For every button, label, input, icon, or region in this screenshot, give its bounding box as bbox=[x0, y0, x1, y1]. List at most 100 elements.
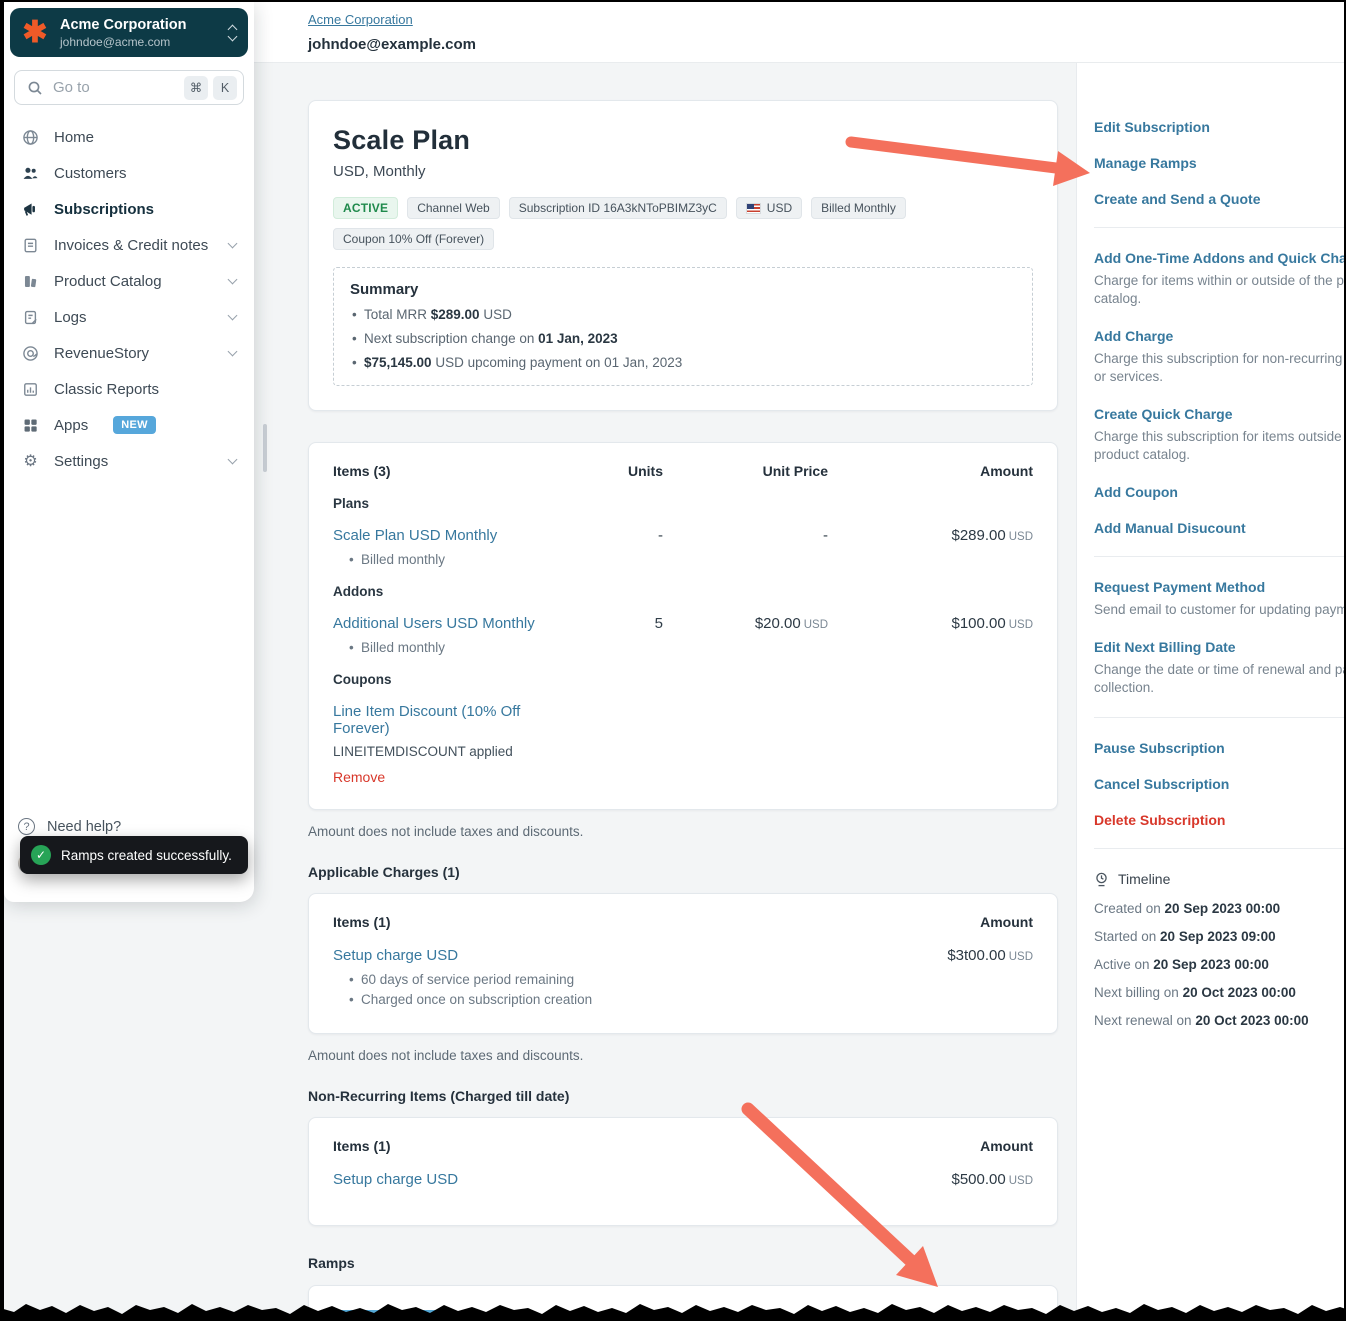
logs-icon bbox=[22, 309, 39, 326]
action-description: Change the date or time of renewal and p… bbox=[1094, 662, 1346, 695]
manage-ramps-link[interactable]: Manage Ramps bbox=[1094, 155, 1197, 171]
search-icon bbox=[28, 81, 42, 95]
acme-logo-icon: ✱ bbox=[22, 15, 48, 49]
billing-badge: Billed Monthly bbox=[811, 197, 906, 219]
check-circle-icon: ✓ bbox=[31, 845, 51, 865]
sidebar-item-subscriptions[interactable]: Subscriptions bbox=[12, 191, 246, 227]
sidebar-item-logs[interactable]: Logs bbox=[12, 299, 246, 335]
ramp-plan-name: Scale Plan bbox=[462, 1310, 543, 1321]
home-icon bbox=[22, 129, 39, 146]
customers-icon bbox=[22, 165, 39, 182]
plan-subtitle: USD, Monthly bbox=[333, 163, 426, 180]
sidebar-item-product-catalog[interactable]: Product Catalog bbox=[12, 263, 246, 299]
customer-link[interactable]: Acme Corporation bbox=[308, 12, 413, 27]
help-icon: ? bbox=[18, 818, 35, 835]
non-recurring-title: Non-Recurring Items (Charged till date) bbox=[308, 1088, 570, 1104]
charge-note: Charged once on subscription creation bbox=[349, 992, 1033, 1007]
chevron-down-icon bbox=[227, 238, 238, 249]
org-switcher[interactable]: ✱ Acme Corporation johndoe@acme.com bbox=[10, 8, 248, 57]
remove-coupon-link[interactable]: Remove bbox=[333, 769, 386, 785]
table-row-coupon: Line Item Discount (10% Off Forever) bbox=[333, 703, 1033, 737]
timeline-icon bbox=[1096, 872, 1107, 886]
edit-subscription-link[interactable]: Edit Subscription bbox=[1094, 119, 1210, 135]
customer-email: johndoe@example.com bbox=[308, 36, 476, 53]
main-content: Scale Plan USD, Monthly ACTIVE Channel W… bbox=[308, 63, 1058, 1321]
subscription-id-badge: Subscription ID 16A3kNToPBIMZ3yC bbox=[508, 197, 727, 219]
addon-billing-note: Billed monthly bbox=[349, 640, 1033, 655]
us-flag-icon bbox=[745, 202, 761, 214]
summary-line: Total MRR $289.00 USD bbox=[350, 307, 1016, 322]
success-toast: ✓ Ramps created successfully. bbox=[20, 836, 248, 874]
addons-section-label: Addons bbox=[333, 584, 384, 599]
sidebar-item-settings[interactable]: ⚙ Settings bbox=[12, 443, 246, 479]
add-one-time-addons-link[interactable]: Add One-Time Addons and Quick Charges bbox=[1094, 250, 1346, 266]
timeline-row: Active on 20 Sep 2023 00:00 bbox=[1094, 957, 1269, 972]
breadcrumb: Acme Corporation johndoe@example.com bbox=[308, 11, 476, 53]
chevron-down-icon bbox=[227, 310, 238, 321]
delete-subscription-link[interactable]: Delete Subscription bbox=[1094, 812, 1226, 828]
charges-footnote: Amount does not include taxes and discou… bbox=[308, 1048, 584, 1063]
addon-item-link[interactable]: Additional Users USD Monthly bbox=[333, 615, 535, 632]
pause-subscription-link[interactable]: Pause Subscription bbox=[1094, 740, 1225, 756]
sidebar: ✱ Acme Corporation johndoe@acme.com ⌘ K … bbox=[4, 2, 254, 902]
ramp-plan-suffix: + 2 addons + discount bbox=[546, 1310, 685, 1321]
sidebar-item-customers[interactable]: Customers bbox=[12, 155, 246, 191]
settings-gear-icon: ⚙ bbox=[23, 453, 38, 470]
edit-next-billing-date-link[interactable]: Edit Next Billing Date bbox=[1094, 639, 1236, 655]
plan-item-link[interactable]: Scale Plan USD Monthly bbox=[333, 527, 498, 544]
apps-icon bbox=[22, 417, 39, 434]
coupon-applied-text: LINEITEMDISCOUNT applied bbox=[333, 744, 513, 759]
setup-charge-link[interactable]: Setup charge USD bbox=[333, 947, 459, 964]
plans-section-label: Plans bbox=[333, 496, 370, 511]
timeline-row: Next billing on 20 Oct 2023 00:00 bbox=[1094, 985, 1296, 1000]
summary-line: Next subscription change on 01 Jan, 2023 bbox=[350, 331, 1016, 346]
action-description: Charge this subscription for non-recurri… bbox=[1094, 351, 1346, 384]
plan-header-card: Scale Plan USD, Monthly ACTIVE Channel W… bbox=[308, 100, 1058, 411]
summary-line: $75,145.00 USD upcoming payment on 01 Ja… bbox=[350, 355, 1016, 370]
command-keycap: ⌘ bbox=[184, 75, 208, 100]
need-help-link[interactable]: ? Need help? bbox=[18, 818, 240, 835]
add-charge-link[interactable]: Add Charge bbox=[1094, 328, 1174, 344]
timeline-row: Next renewal on 20 Oct 2023 00:00 bbox=[1094, 1013, 1309, 1028]
timeline-row: Started on 20 Sep 2023 09:00 bbox=[1094, 929, 1276, 944]
action-description: Charge this subscription for items outsi… bbox=[1094, 429, 1346, 462]
sidebar-item-home[interactable]: Home bbox=[12, 119, 246, 155]
ramps-card: NEXT CHANGE Scale Plan + 2 addons + disc… bbox=[308, 1285, 1058, 1321]
chevron-down-icon bbox=[227, 454, 238, 465]
plan-badges: ACTIVE Channel Web Subscription ID 16A3k… bbox=[333, 197, 1033, 250]
create-quote-link[interactable]: Create and Send a Quote bbox=[1094, 191, 1261, 207]
table-row-charge: Setup charge USD $3t00.00 USD bbox=[333, 947, 1033, 964]
actions-panel: Edit Subscription Manage Ramps Create an… bbox=[1076, 63, 1346, 1321]
cancel-subscription-link[interactable]: Cancel Subscription bbox=[1094, 776, 1230, 792]
revenuestory-icon bbox=[22, 345, 39, 362]
table-row-addon: Additional Users USD Monthly 5 $20.00 USD… bbox=[333, 615, 1033, 632]
sidebar-item-revenuestory[interactable]: RevenueStory bbox=[12, 335, 246, 371]
request-payment-method-link[interactable]: Request Payment Method bbox=[1094, 579, 1266, 595]
non-recurring-table-header: Items (1) Amount bbox=[333, 1138, 1033, 1154]
charge-note: 60 days of service period remaining bbox=[349, 972, 1033, 987]
org-switcher-icon bbox=[227, 24, 238, 41]
action-description: Charge for items within or outside of th… bbox=[1094, 273, 1346, 306]
sidebar-item-classic-reports[interactable]: Classic Reports bbox=[12, 371, 246, 407]
add-manual-discount-link[interactable]: Add Manual Disucount bbox=[1094, 520, 1246, 536]
global-search[interactable]: ⌘ K bbox=[14, 70, 244, 105]
sidebar-item-invoices[interactable]: Invoices & Credit notes bbox=[12, 227, 246, 263]
items-table-header: Items (3) Units Unit Price Amount bbox=[333, 463, 1033, 479]
create-quick-charge-link[interactable]: Create Quick Charge bbox=[1094, 406, 1233, 422]
invoice-icon bbox=[22, 237, 39, 254]
add-coupon-link[interactable]: Add Coupon bbox=[1094, 484, 1178, 500]
items-card: Items (3) Units Unit Price Amount Plans … bbox=[308, 442, 1058, 810]
applicable-charges-title: Applicable Charges (1) bbox=[308, 864, 460, 880]
divider bbox=[1094, 717, 1346, 718]
classic-reports-icon bbox=[22, 381, 39, 398]
setup-charge-link[interactable]: Setup charge USD bbox=[333, 1171, 459, 1188]
timeline-title: Timeline bbox=[1118, 871, 1171, 887]
search-input[interactable] bbox=[53, 79, 179, 96]
new-badge: NEW bbox=[113, 416, 156, 434]
coupons-section-label: Coupons bbox=[333, 672, 392, 687]
plan-billing-note: Billed monthly bbox=[349, 552, 1033, 567]
scrollbar-thumb[interactable] bbox=[263, 424, 267, 472]
divider bbox=[1094, 848, 1346, 849]
coupon-item-link[interactable]: Line Item Discount (10% Off Forever) bbox=[333, 703, 521, 737]
sidebar-item-apps[interactable]: Apps NEW bbox=[12, 407, 246, 443]
